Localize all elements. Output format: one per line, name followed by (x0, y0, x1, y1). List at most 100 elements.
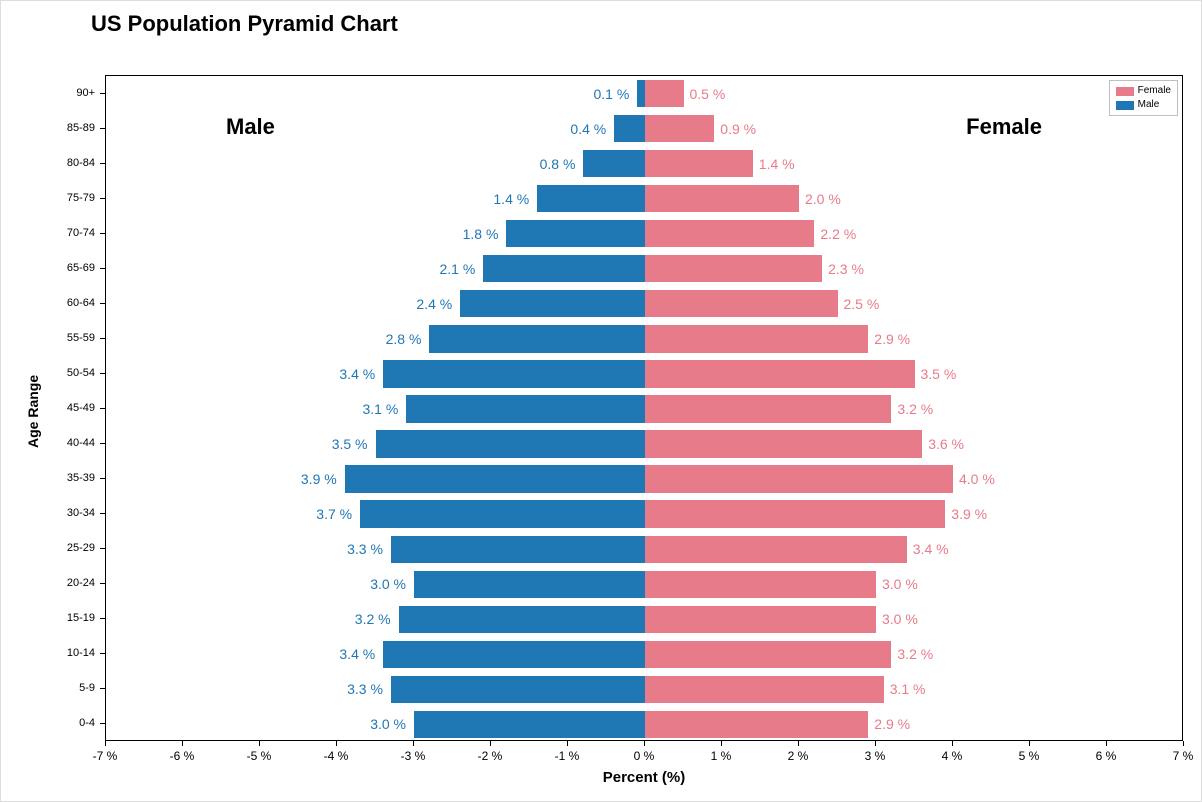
x-tick-label: 5 % (1019, 749, 1040, 763)
y-tick-label: 80-84 (67, 157, 95, 169)
y-tick-label: 50-54 (67, 367, 95, 379)
male-bar-label: 0.1 % (594, 86, 630, 102)
x-tick-label: -6 % (170, 749, 195, 763)
y-tick-label: 40-44 (67, 437, 95, 449)
male-bar-label: 0.4 % (570, 121, 606, 137)
male-bar-label: 3.3 % (347, 541, 383, 557)
x-tick-label: -1 % (555, 749, 580, 763)
y-tick-mark (100, 723, 105, 724)
female-bar-label: 3.2 % (897, 401, 933, 417)
female-bar (645, 606, 876, 633)
male-bar (614, 115, 645, 142)
male-bar (506, 220, 645, 247)
male-bar-label: 3.5 % (332, 436, 368, 452)
x-tick-label: 1 % (711, 749, 732, 763)
y-tick-label: 55-59 (67, 332, 95, 344)
y-tick-mark (100, 443, 105, 444)
x-tick-label: 0 % (634, 749, 655, 763)
female-bar (645, 185, 799, 212)
female-bar-label: 3.5 % (921, 366, 957, 382)
x-tick-mark (952, 741, 953, 746)
female-bar-label: 2.9 % (874, 331, 910, 347)
female-bar-label: 3.1 % (890, 681, 926, 697)
male-bar (583, 150, 645, 177)
x-tick-label: -7 % (93, 749, 118, 763)
female-bar (645, 115, 714, 142)
male-bar (383, 641, 645, 668)
female-bar-label: 0.5 % (690, 86, 726, 102)
female-bar (645, 465, 953, 492)
x-tick-mark (644, 741, 645, 746)
male-bar-label: 3.4 % (339, 366, 375, 382)
y-tick-mark (100, 653, 105, 654)
y-tick-mark (100, 128, 105, 129)
female-bar (645, 711, 868, 738)
y-tick-mark (100, 338, 105, 339)
y-tick-mark (100, 688, 105, 689)
y-tick-mark (100, 93, 105, 94)
male-bar (537, 185, 645, 212)
x-tick-label: -4 % (324, 749, 349, 763)
x-tick-mark (413, 741, 414, 746)
y-tick-label: 75-79 (67, 192, 95, 204)
x-tick-label: 2 % (788, 749, 809, 763)
y-tick-label: 30-34 (67, 507, 95, 519)
female-bar (645, 430, 922, 457)
female-bar-label: 2.2 % (820, 226, 856, 242)
female-bar-label: 4.0 % (959, 471, 995, 487)
female-bar-label: 3.2 % (897, 646, 933, 662)
female-bar-label: 2.3 % (828, 261, 864, 277)
legend: FemaleMale (1109, 80, 1178, 116)
female-bar (645, 676, 884, 703)
female-bar (645, 80, 684, 107)
x-tick-mark (259, 741, 260, 746)
x-tick-mark (1106, 741, 1107, 746)
y-tick-label: 85-89 (67, 122, 95, 134)
male-bar-label: 3.1 % (363, 401, 399, 417)
y-tick-mark (100, 408, 105, 409)
male-bar (360, 500, 645, 527)
male-bar-label: 3.4 % (339, 646, 375, 662)
chart-container: US Population Pyramid Chart Age Range Ma… (0, 0, 1202, 802)
plot-area: Male Female FemaleMale 3.0 %2.9 %3.3 %3.… (105, 75, 1183, 741)
male-bar (391, 676, 645, 703)
y-tick-mark (100, 303, 105, 304)
female-heading: Female (966, 114, 1042, 140)
female-bar (645, 395, 891, 422)
female-bar (645, 290, 838, 317)
y-tick-label: 60-64 (67, 297, 95, 309)
y-tick-label: 0-4 (79, 717, 95, 729)
x-tick-mark (721, 741, 722, 746)
male-bar-label: 3.0 % (370, 716, 406, 732)
female-bar (645, 255, 822, 282)
y-tick-mark (100, 618, 105, 619)
y-tick-label: 90+ (76, 87, 95, 99)
x-tick-mark (336, 741, 337, 746)
female-bar-label: 3.0 % (882, 611, 918, 627)
male-bar (406, 395, 645, 422)
x-tick-label: -3 % (401, 749, 426, 763)
y-tick-mark (100, 583, 105, 584)
x-tick-label: 6 % (1096, 749, 1117, 763)
male-bar (399, 606, 645, 633)
male-bar-label: 3.2 % (355, 611, 391, 627)
chart-title: US Population Pyramid Chart (91, 11, 398, 37)
male-bar (345, 465, 645, 492)
male-bar (637, 80, 645, 107)
x-tick-mark (567, 741, 568, 746)
x-tick-label: 7 % (1173, 749, 1194, 763)
y-axis-label: Age Range (25, 375, 41, 448)
male-bar-label: 1.8 % (463, 226, 499, 242)
female-bar (645, 325, 868, 352)
y-tick-mark (100, 268, 105, 269)
female-bar-label: 3.6 % (928, 436, 964, 452)
male-bar-label: 2.8 % (386, 331, 422, 347)
y-tick-mark (100, 548, 105, 549)
y-tick-mark (100, 163, 105, 164)
female-bar (645, 536, 907, 563)
male-bar (429, 325, 645, 352)
female-bar-label: 2.0 % (805, 191, 841, 207)
male-bar-label: 2.1 % (440, 261, 476, 277)
female-bar-label: 3.4 % (913, 541, 949, 557)
y-tick-mark (100, 198, 105, 199)
